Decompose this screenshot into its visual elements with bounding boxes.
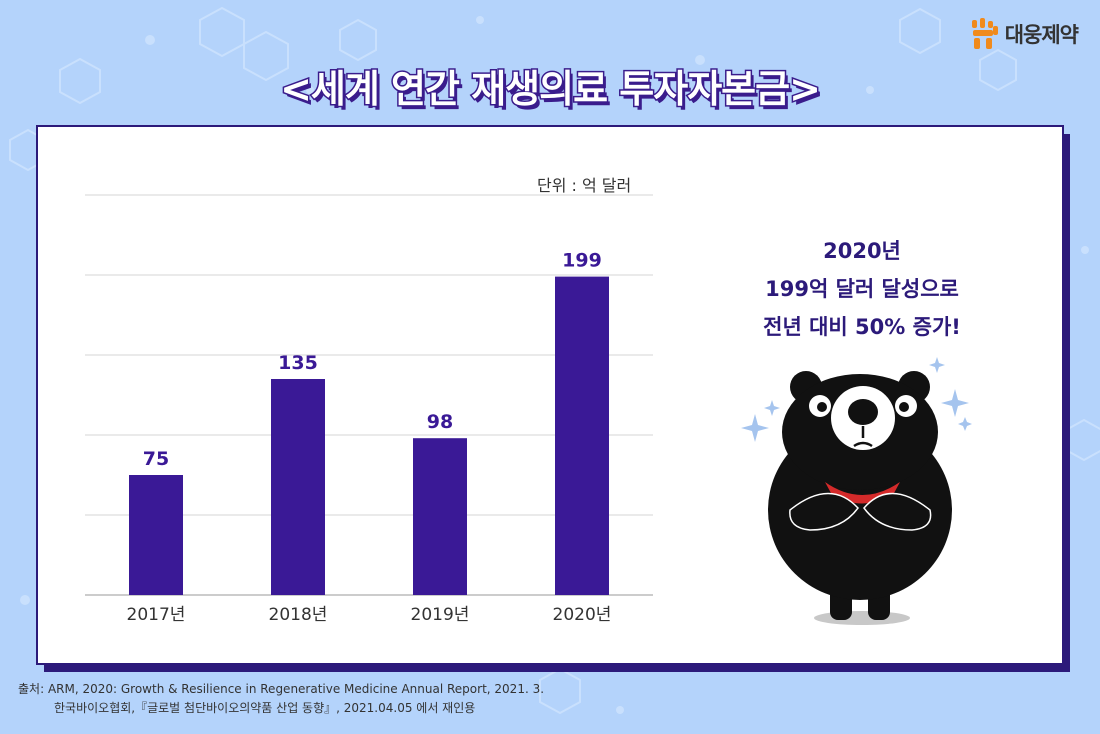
x-tick-label: 2018년 [269, 605, 328, 625]
callout-line-3: 전년 대비 50% 증가! [763, 315, 961, 339]
x-tick-label: 2017년 [127, 605, 186, 625]
data-label: 98 [427, 411, 453, 433]
source-line-1: 출처: ARM, 2020: Growth & Resilience in Re… [18, 682, 545, 696]
bar [413, 438, 467, 595]
page-title: <세계 연간 재생의료 투자자본금> [279, 66, 823, 113]
x-tick-label: 2020년 [553, 605, 612, 625]
callout-line-1: 2020년 [823, 239, 901, 263]
x-tick-label: 2019년 [411, 605, 470, 625]
bar [555, 276, 609, 595]
data-label: 135 [278, 352, 318, 374]
data-label: 199 [562, 250, 602, 272]
bear-mascot-icon [741, 357, 972, 625]
brand-name: 대웅제약 [1004, 23, 1079, 47]
bar [129, 475, 183, 595]
source-note: 출처: ARM, 2020: Growth & Resilience in Re… [18, 680, 544, 718]
brand-logo: 대웅제약 [969, 16, 1079, 52]
data-label: 75 [143, 448, 169, 470]
unit-label: 단위 : 억 달러 [537, 176, 632, 195]
bar [271, 379, 325, 595]
source-line-2: 한국바이오협회,『글로벌 첨단바이오의약품 산업 동향』, 2021.04.05… [54, 701, 476, 715]
callout-line-2: 199억 달러 달성으로 [765, 277, 959, 301]
callout-text: 2020년 199억 달러 달성으로 전년 대비 50% 증가! [702, 232, 1022, 346]
sparkle-icon [741, 357, 972, 442]
daewoong-bear-logo-icon [971, 18, 998, 49]
